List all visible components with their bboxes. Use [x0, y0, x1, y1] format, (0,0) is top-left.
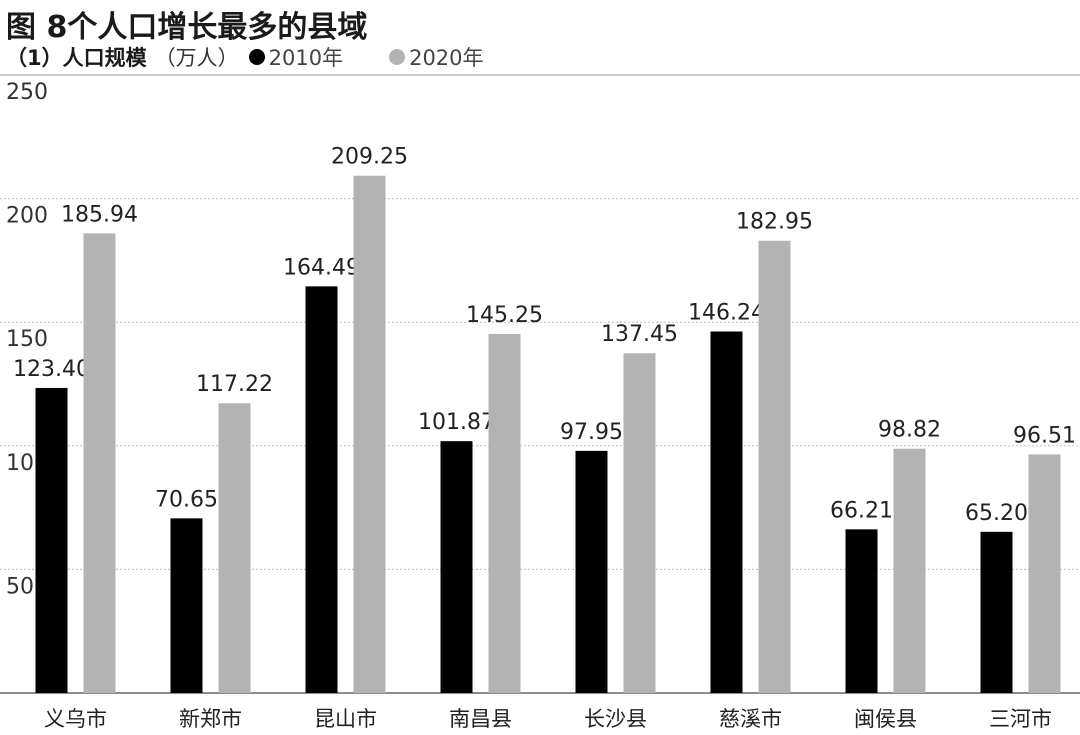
bar-2020年-昆山市: [353, 175, 386, 693]
data-label-2020年-闽侯县: 98.82: [878, 418, 941, 443]
data-label-2010年-闽侯县: 66.21: [830, 498, 893, 523]
data-label-2020年-南昌县: 145.25: [466, 303, 543, 328]
x-category-label-昆山市: 昆山市: [314, 707, 377, 731]
data-label-2020年-义乌市: 185.94: [61, 202, 138, 227]
legend-label-2010: 2010年: [268, 46, 344, 70]
legend-swatch-2010: [248, 49, 265, 65]
legend-label-2020: 2020年: [409, 46, 484, 70]
x-category-label-闽侯县: 闽侯县: [854, 707, 917, 731]
data-label-2020年-新郑市: 117.22: [196, 372, 273, 397]
bar-2020年-慈溪市: [758, 240, 791, 693]
x-category-label-慈溪市: 慈溪市: [719, 707, 782, 731]
chart-subtitle: （1）人口规模 （万人） 2010年 2020年: [6, 42, 484, 72]
legend-item-2020: 2020年: [389, 42, 484, 72]
data-label-2020年-长沙县: 137.45: [601, 322, 678, 347]
legend-swatch-2020: [389, 49, 406, 65]
bar-2020年-义乌市: [83, 233, 116, 693]
data-label-2010年-南昌县: 101.87: [418, 410, 495, 435]
data-label-2010年-新郑市: 70.65: [155, 487, 218, 512]
bar-2010年-三河市: [980, 531, 1013, 693]
data-label-2010年-长沙县: 97.95: [560, 420, 623, 445]
data-label-2020年-三河市: 96.51: [1013, 423, 1076, 448]
chart-title: 图 8个人口增长最多的县域: [6, 10, 368, 45]
bar-2010年-义乌市: [35, 387, 68, 693]
x-category-label-长沙县: 长沙县: [584, 707, 647, 731]
bar-2020年-新郑市: [218, 403, 251, 693]
subtitle-label: （1）人口规模: [6, 46, 147, 70]
bar-2010年-慈溪市: [710, 331, 743, 693]
bar-2020年-南昌县: [488, 333, 521, 693]
bar-2010年-长沙县: [575, 450, 608, 693]
bar-2020年-闽侯县: [893, 448, 926, 693]
bar-2020年-长沙县: [623, 353, 656, 693]
bar-2010年-新郑市: [170, 518, 203, 693]
bar-2010年-昆山市: [305, 286, 338, 693]
x-category-label-三河市: 三河市: [989, 707, 1052, 731]
bar-2020年-三河市: [1028, 454, 1061, 693]
legend-item-2010: 2010年: [248, 42, 344, 72]
data-label-2010年-三河市: 65.20: [965, 501, 1028, 526]
data-label-2010年-昆山市: 164.49: [283, 255, 360, 280]
y-tick-label-150: 150: [6, 327, 48, 352]
bar-2010年-闽侯县: [845, 529, 878, 693]
x-category-label-义乌市: 义乌市: [44, 707, 107, 731]
y-tick-label-50: 50: [6, 574, 34, 599]
data-label-2020年-慈溪市: 182.95: [736, 210, 813, 235]
data-label-2020年-昆山市: 209.25: [331, 145, 408, 170]
subtitle-unit: （万人）: [154, 46, 239, 70]
x-category-label-南昌县: 南昌县: [449, 707, 512, 731]
data-label-2010年-义乌市: 123.40: [13, 357, 90, 382]
x-category-label-新郑市: 新郑市: [179, 707, 242, 731]
data-label-2010年-慈溪市: 146.24: [688, 300, 765, 325]
y-tick-label-200: 200: [6, 204, 48, 229]
bar-2010年-南昌县: [440, 441, 473, 693]
y-tick-label-250: 250: [6, 80, 48, 105]
